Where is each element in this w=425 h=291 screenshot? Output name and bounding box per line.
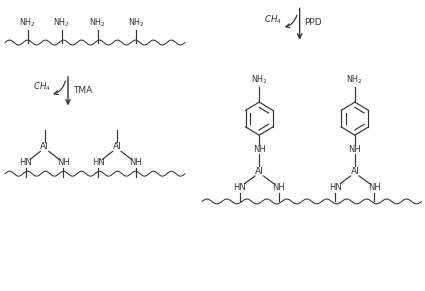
Text: NH$_2$: NH$_2$ — [128, 17, 144, 29]
Text: TMA: TMA — [73, 86, 92, 95]
Text: PPD: PPD — [304, 18, 321, 27]
Text: CH$_4$: CH$_4$ — [264, 13, 282, 26]
Text: NH$_2$: NH$_2$ — [251, 74, 268, 86]
Text: HN: HN — [233, 183, 246, 192]
Text: NH: NH — [57, 158, 70, 167]
Text: NH: NH — [348, 145, 361, 154]
Text: NH: NH — [368, 183, 381, 192]
Text: NH$_2$: NH$_2$ — [19, 17, 36, 29]
Text: HN: HN — [329, 183, 342, 192]
Text: NH: NH — [272, 183, 285, 192]
Text: NH$_2$: NH$_2$ — [89, 17, 106, 29]
Text: Al: Al — [40, 142, 49, 151]
Text: NH$_2$: NH$_2$ — [53, 17, 70, 29]
Text: Al: Al — [255, 167, 264, 176]
Text: HN: HN — [20, 158, 32, 167]
Text: NH$_2$: NH$_2$ — [346, 74, 363, 86]
Text: Al: Al — [113, 142, 121, 151]
Text: Al: Al — [351, 167, 359, 176]
Text: CH$_4$: CH$_4$ — [33, 80, 51, 93]
Text: HN: HN — [92, 158, 105, 167]
Text: NH: NH — [253, 145, 266, 154]
Text: NH: NH — [129, 158, 142, 167]
